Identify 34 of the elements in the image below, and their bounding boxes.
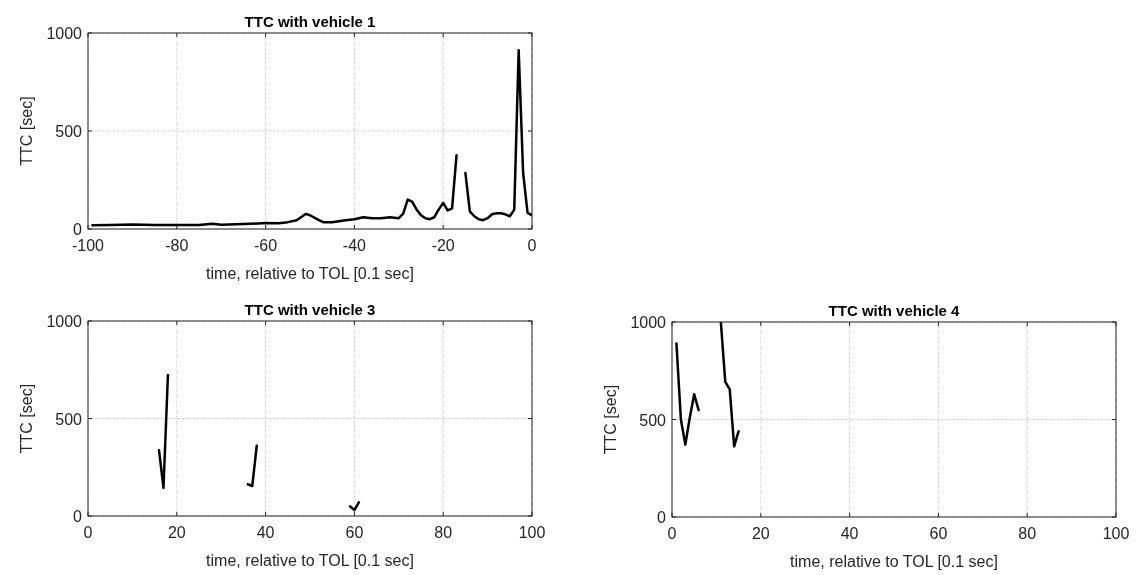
- chart-title: TTC with vehicle 3: [244, 301, 376, 318]
- x-tick-label: 40: [256, 524, 275, 541]
- x-tick-label: 20: [167, 524, 186, 541]
- x-axis-title: time, relative to TOL [0.1 sec]: [790, 553, 998, 570]
- y-tick-label: 0: [73, 508, 83, 525]
- x-tick-label: -100: [71, 237, 105, 254]
- y-axis-title: TTC [sec]: [18, 383, 35, 454]
- x-tick-label: -60: [254, 237, 278, 254]
- chart-title: TTC with vehicle 4: [828, 302, 961, 319]
- y-axis-title: TTC [sec]: [18, 96, 35, 166]
- x-axis-title: time, relative to TOL [0.1 sec]: [206, 552, 414, 569]
- y-axis-title: TTC [sec]: [602, 384, 619, 455]
- x-tick-label: 100: [1102, 525, 1130, 542]
- x-tick-label: 20: [751, 525, 770, 542]
- y-tick-label: 0: [657, 509, 667, 526]
- y-tick-label: 1000: [46, 313, 83, 330]
- x-axis-title: time, relative to TOL [0.1 sec]: [206, 265, 414, 282]
- x-tick-label: 80: [1018, 525, 1037, 542]
- y-tick-label: 500: [55, 123, 83, 140]
- x-tick-label: 60: [929, 525, 948, 542]
- y-tick-label: 500: [639, 411, 667, 429]
- x-tick-label: -20: [431, 237, 455, 254]
- x-tick-label: 0: [527, 237, 537, 254]
- y-tick-label: 0: [73, 221, 83, 238]
- x-tick-label: 100: [518, 524, 546, 541]
- chart-title: TTC with vehicle 1: [244, 13, 376, 30]
- y-tick-label: 1000: [46, 25, 83, 42]
- x-tick-label: -40: [342, 237, 367, 254]
- x-tick-label: 40: [840, 525, 859, 542]
- y-tick-label: 1000: [630, 314, 667, 331]
- x-tick-label: 60: [345, 524, 364, 541]
- y-tick-label: 500: [55, 410, 83, 428]
- x-tick-label: 80: [434, 524, 453, 541]
- x-tick-label: -80: [165, 237, 189, 254]
